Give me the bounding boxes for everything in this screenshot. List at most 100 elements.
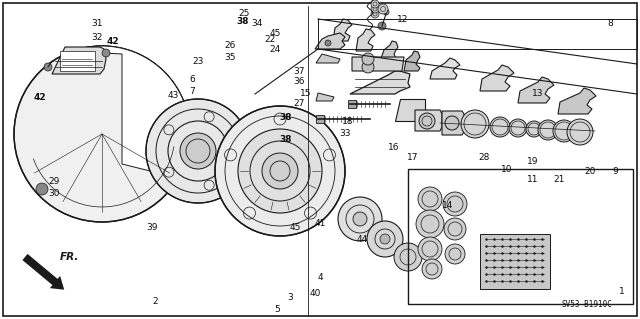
Circle shape: [362, 61, 374, 73]
Text: 33: 33: [339, 130, 351, 138]
Circle shape: [419, 113, 435, 129]
Circle shape: [443, 192, 467, 216]
Circle shape: [371, 0, 379, 8]
Circle shape: [461, 110, 489, 138]
Text: 8: 8: [607, 19, 613, 28]
Circle shape: [422, 259, 442, 279]
Text: 42: 42: [107, 36, 119, 46]
Text: 14: 14: [442, 201, 454, 210]
Circle shape: [371, 10, 379, 18]
Text: 37: 37: [293, 66, 305, 76]
Circle shape: [180, 133, 216, 169]
Text: 18: 18: [342, 116, 354, 125]
Circle shape: [526, 121, 542, 137]
Circle shape: [262, 153, 298, 189]
Text: 17: 17: [407, 152, 419, 161]
Circle shape: [102, 49, 110, 57]
Circle shape: [36, 183, 48, 195]
Polygon shape: [316, 54, 340, 63]
Polygon shape: [72, 46, 190, 178]
Text: 32: 32: [92, 33, 102, 41]
Text: 4: 4: [317, 272, 323, 281]
Text: 35: 35: [224, 53, 236, 62]
Circle shape: [44, 63, 52, 71]
Polygon shape: [333, 19, 352, 41]
Circle shape: [418, 237, 442, 261]
Circle shape: [444, 218, 466, 240]
Polygon shape: [356, 29, 375, 51]
Text: 11: 11: [527, 174, 539, 183]
Polygon shape: [442, 111, 464, 135]
Circle shape: [445, 244, 465, 264]
Text: 22: 22: [264, 34, 276, 43]
Text: 23: 23: [192, 56, 204, 65]
Text: 41: 41: [314, 219, 326, 228]
Text: 45: 45: [289, 222, 301, 232]
Polygon shape: [316, 93, 334, 101]
Polygon shape: [350, 71, 410, 94]
Text: 9: 9: [612, 167, 618, 175]
Text: 2: 2: [152, 296, 158, 306]
Text: 45: 45: [269, 29, 281, 39]
Polygon shape: [404, 51, 420, 71]
Text: 43: 43: [167, 91, 179, 100]
Polygon shape: [380, 41, 398, 61]
FancyArrow shape: [22, 254, 64, 290]
Text: 5: 5: [274, 305, 280, 314]
Text: 38: 38: [237, 17, 249, 26]
Text: 6: 6: [189, 75, 195, 84]
Circle shape: [567, 119, 593, 145]
Circle shape: [146, 99, 250, 203]
Circle shape: [418, 187, 442, 211]
Bar: [60, 51, 95, 71]
Polygon shape: [395, 99, 425, 121]
Text: 26: 26: [224, 41, 236, 49]
Text: 38: 38: [280, 113, 292, 122]
Text: 19: 19: [527, 157, 539, 166]
Bar: [316, 115, 324, 123]
Circle shape: [378, 22, 386, 30]
Text: 3: 3: [287, 293, 293, 301]
Circle shape: [445, 116, 459, 130]
Circle shape: [383, 9, 389, 15]
Circle shape: [416, 210, 444, 238]
Text: 13: 13: [532, 88, 544, 98]
Circle shape: [367, 221, 403, 257]
Text: 44: 44: [356, 234, 367, 243]
Polygon shape: [352, 57, 404, 71]
Circle shape: [378, 4, 388, 14]
Bar: [408, 169, 633, 304]
Text: 29: 29: [48, 176, 60, 186]
Circle shape: [371, 5, 379, 13]
Text: 25: 25: [238, 9, 250, 18]
Circle shape: [538, 120, 558, 140]
Bar: [348, 100, 356, 108]
Text: FR.: FR.: [60, 252, 79, 262]
Text: 27: 27: [293, 99, 305, 108]
Circle shape: [490, 117, 510, 137]
Text: 40: 40: [309, 288, 321, 298]
Text: 36: 36: [293, 77, 305, 85]
Bar: [480, 234, 550, 289]
Text: 7: 7: [189, 86, 195, 95]
Circle shape: [380, 234, 390, 244]
Polygon shape: [518, 77, 554, 103]
Polygon shape: [480, 65, 514, 91]
Text: 24: 24: [269, 44, 280, 54]
Text: 16: 16: [388, 143, 400, 152]
Text: 15: 15: [300, 90, 312, 99]
Circle shape: [325, 40, 331, 46]
Circle shape: [394, 243, 422, 271]
Circle shape: [238, 129, 322, 213]
Circle shape: [338, 197, 382, 241]
Circle shape: [553, 120, 575, 142]
Text: 12: 12: [397, 14, 409, 24]
Polygon shape: [52, 47, 106, 74]
Text: 30: 30: [48, 189, 60, 198]
Text: 39: 39: [147, 222, 157, 232]
Text: 1: 1: [619, 286, 625, 295]
Polygon shape: [430, 58, 460, 79]
Text: 28: 28: [478, 152, 490, 161]
Circle shape: [14, 46, 190, 222]
Text: 10: 10: [501, 165, 513, 174]
